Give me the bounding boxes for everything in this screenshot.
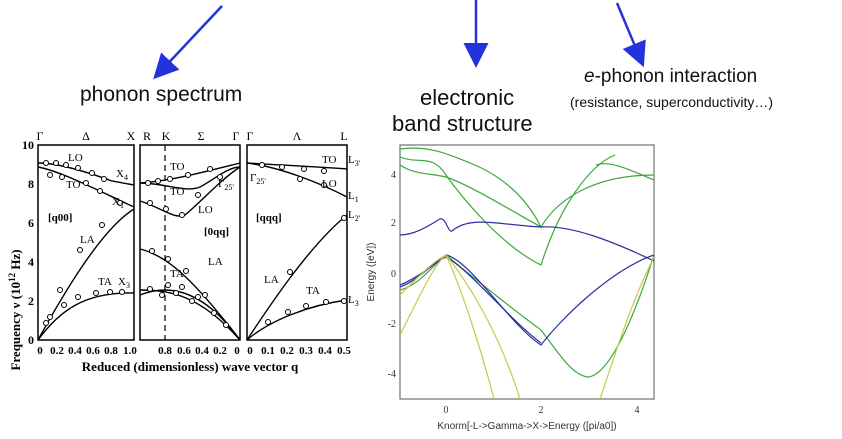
branch-label: Γ25' xyxy=(218,178,234,192)
symmetry-label: Γ xyxy=(37,129,44,143)
band-curves xyxy=(400,147,654,399)
ytick: 2 xyxy=(28,294,34,308)
band-green xyxy=(400,154,616,266)
ytick: 8 xyxy=(28,177,34,191)
xtick: 0.6 xyxy=(177,345,191,357)
band-xtick: 2 xyxy=(539,405,544,416)
pointer-arrows xyxy=(153,0,646,80)
branch-label: LO xyxy=(68,152,83,164)
xtick: 0.1 xyxy=(261,345,275,357)
ytick: 10 xyxy=(22,138,34,152)
xtick: 0 xyxy=(37,345,43,357)
xtick: 0 xyxy=(247,345,253,357)
symmetry-label: R xyxy=(143,129,151,143)
band-xtick: 0 xyxy=(444,405,449,416)
band-structure-figure: Energy ([eV]) 4 2 0 -2 -4 0 2 4 Knorm[-L… xyxy=(366,144,655,432)
xtick: 0.6 xyxy=(86,345,100,357)
band-ytick: -2 xyxy=(388,319,396,330)
phonon-ylabel: Frequency ν (1012 Hz) xyxy=(7,249,23,370)
ephonon-heading-rest: -phonon interaction xyxy=(594,66,758,87)
branch-label: LA xyxy=(208,256,223,268)
branch-label: LA xyxy=(264,274,279,286)
band-xlabel: Knorm[-L->Gamma->X->Energy ([pi/a0]) xyxy=(437,421,616,432)
phonon-xlabel: Reduced (dimensionless) wave vector q xyxy=(82,359,299,374)
xtick: 0.4 xyxy=(195,345,209,357)
branch-label: LA xyxy=(80,234,95,246)
band-ylabel: Energy ([eV]) xyxy=(366,243,377,302)
band-green xyxy=(400,147,654,229)
xtick: 0.4 xyxy=(68,345,82,357)
band-blue xyxy=(400,218,654,262)
band-green xyxy=(595,163,654,181)
electronic-heading-line2: band structure xyxy=(392,111,533,136)
electronic-heading-line1: electronic xyxy=(420,85,515,110)
phonon-yticks: 0 2 4 6 8 10 xyxy=(22,138,34,347)
direction-label: [q00] xyxy=(48,212,72,224)
band-ytick: -4 xyxy=(388,369,396,380)
xtick: 0.2 xyxy=(50,345,64,357)
symmetry-label: Γ xyxy=(233,129,240,143)
branch-label: TO xyxy=(66,179,81,191)
branch-label: X3 xyxy=(118,276,130,290)
direction-label: [qqq] xyxy=(256,212,282,224)
branch-label: TA xyxy=(98,276,112,288)
branch-label: TA xyxy=(170,268,184,280)
band-ytick: 4 xyxy=(391,170,396,181)
ephonon-subheading: (resistance, superconductivity…) xyxy=(570,94,774,110)
branch-label: L3' xyxy=(348,154,361,168)
phonon-panel-q00: Γ Δ X LO TO X4 X1 LA TA X3 [q00] 0 0.2 0… xyxy=(37,129,138,357)
symmetry-label: Γ xyxy=(247,129,254,143)
xtick: 0 xyxy=(234,345,240,357)
xtick: 0.3 xyxy=(299,345,313,357)
xtick: 0.2 xyxy=(280,345,294,357)
phonon-panel-qqq: Γ Λ L Γ25' TO LO LA TA [qqq] L3' L1 L2' … xyxy=(246,129,361,357)
xtick: 0.8 xyxy=(104,345,118,357)
branch-label: TO xyxy=(322,154,337,166)
xtick: 0.4 xyxy=(318,345,332,357)
symmetry-label: Λ xyxy=(293,129,302,143)
symmetry-label: X xyxy=(127,129,136,143)
branch-label: L1 xyxy=(348,190,359,204)
symmetry-label: L xyxy=(340,129,347,143)
band-blue xyxy=(400,254,654,346)
symmetry-label: K xyxy=(162,129,171,143)
arrow-to-phonon xyxy=(153,5,223,80)
band-xtick: 4 xyxy=(635,405,640,416)
ephonon-prefix: e xyxy=(584,66,595,87)
band-yellow xyxy=(599,256,654,399)
branch-label: L3 xyxy=(348,294,359,308)
band-green xyxy=(400,164,542,228)
band-ytick: 2 xyxy=(391,218,396,229)
ytick: 4 xyxy=(28,255,34,269)
symmetry-label: Δ xyxy=(82,129,90,143)
ytick: 6 xyxy=(28,216,34,230)
branch-label: TO xyxy=(170,186,185,198)
branch-label: X4 xyxy=(116,168,128,182)
phonon-panel-0qq: R K Σ Γ TO TO Γ25' LO LA TA [0qq] 0.8 xyxy=(139,129,241,357)
band-blue xyxy=(400,256,542,344)
band-plot-frame xyxy=(399,144,655,400)
band-yellow xyxy=(400,254,495,399)
branch-label: Γ25' xyxy=(250,172,266,186)
branch-label: TO xyxy=(170,161,185,173)
xtick: 0.5 xyxy=(337,345,351,357)
branch-label: X1 xyxy=(112,196,124,210)
symmetry-label: Σ xyxy=(198,129,205,143)
band-yellow xyxy=(400,254,521,399)
arrow-to-ephonon xyxy=(615,2,646,68)
branch-label: LO xyxy=(198,204,213,216)
xtick: 0.2 xyxy=(213,345,227,357)
xtick: 0.8 xyxy=(158,345,172,357)
phonon-dispersion-figure: Frequency ν (1012 Hz) 0 2 4 6 8 10 Γ Δ X… xyxy=(7,129,361,374)
ytick: 0 xyxy=(28,333,34,347)
phonon-spectrum-heading: phonon spectrum xyxy=(80,83,243,106)
branch-label: L2' xyxy=(348,209,361,223)
ephonon-heading: e-phonon interaction xyxy=(584,66,757,88)
xtick: 1.0 xyxy=(123,345,137,357)
band-green xyxy=(400,254,654,378)
branch-label: LO xyxy=(322,178,337,190)
band-ytick: 0 xyxy=(391,269,396,280)
direction-label: [0qq] xyxy=(204,226,229,238)
branch-label: TA xyxy=(306,285,320,297)
